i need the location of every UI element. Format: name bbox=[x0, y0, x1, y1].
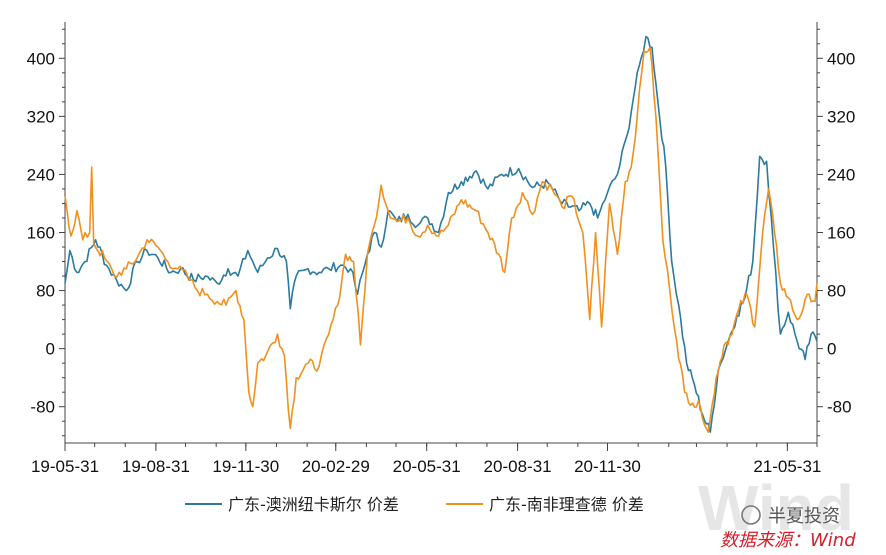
y-tick-label-right: 320 bbox=[827, 107, 855, 126]
x-tick-label: 20-05-31 bbox=[393, 457, 461, 476]
y-tick-label-left: 240 bbox=[27, 165, 55, 184]
x-tick-label: 19-05-31 bbox=[31, 457, 99, 476]
source-label: 数据来源：Wind bbox=[720, 530, 856, 551]
y-tick-label-left: 80 bbox=[36, 282, 55, 301]
y-tick-label-right: -80 bbox=[827, 398, 852, 417]
x-tick-label: 21-05-31 bbox=[753, 457, 821, 476]
y-tick-label-left: 160 bbox=[27, 224, 55, 243]
x-tick-label: 20-02-29 bbox=[302, 457, 370, 476]
series-layer bbox=[64, 35, 818, 433]
legend: 广东-澳洲纽卡斯尔 价差 广东-南非理查德 价差 bbox=[185, 495, 644, 514]
wechat-icon bbox=[741, 505, 761, 525]
legend-label-series-1: 广东-澳洲纽卡斯尔 价差 bbox=[228, 495, 399, 514]
x-tick-label: 20-08-31 bbox=[484, 457, 552, 476]
y-tick-label-left: 0 bbox=[46, 340, 55, 359]
series-line-2 bbox=[64, 46, 818, 433]
x-tick-label: 20-11-30 bbox=[574, 457, 641, 476]
y-tick-label-right: 240 bbox=[827, 165, 855, 184]
x-tick-label: 19-11-30 bbox=[212, 457, 279, 476]
y-tick-label-right: 80 bbox=[827, 282, 846, 301]
legend-label-series-2: 广东-南非理查德 价差 bbox=[489, 495, 644, 514]
y-tick-label-right: 160 bbox=[827, 224, 855, 243]
brand-label: 半夏投资 bbox=[768, 506, 840, 527]
y-tick-label-left: 400 bbox=[27, 49, 55, 68]
wind-watermark: Wind bbox=[698, 472, 854, 544]
axes: -80 -80 0 0 80 80 160 160 240 240 320 320 400 400 19-0… bbox=[27, 22, 855, 476]
brand-watermark: 半夏投资 数据来源：Wind bbox=[720, 505, 856, 551]
y-tick-label-right: 0 bbox=[827, 340, 836, 359]
x-tick-label: 19-08-31 bbox=[122, 457, 190, 476]
y-tick-label-left: -80 bbox=[30, 398, 55, 417]
y-tick-label-right: 400 bbox=[827, 49, 855, 68]
y-tick-label-left: 320 bbox=[27, 107, 55, 126]
series-line-1 bbox=[64, 35, 818, 433]
